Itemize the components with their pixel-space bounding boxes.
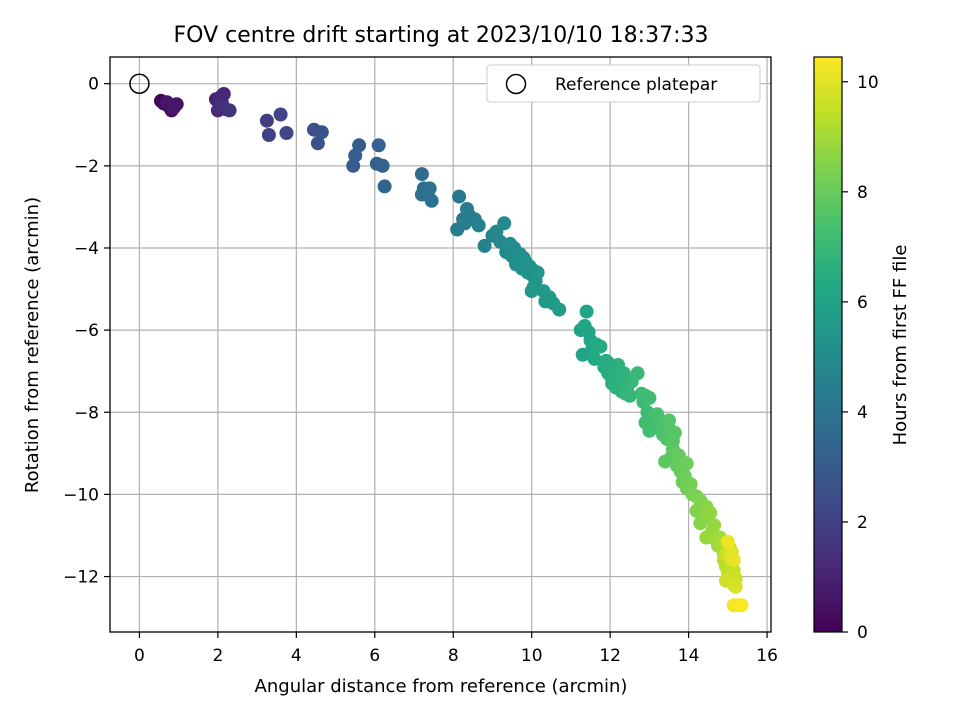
x-tick-label: 16 bbox=[756, 646, 778, 666]
x-tick-label: 6 bbox=[369, 646, 380, 666]
y-tick-label: −8 bbox=[74, 403, 99, 423]
data-point bbox=[414, 167, 429, 182]
colorbar bbox=[813, 56, 843, 633]
plot-frame bbox=[109, 56, 772, 633]
data-point bbox=[314, 125, 329, 140]
data-point bbox=[552, 302, 567, 317]
data-point bbox=[734, 598, 749, 613]
data-point bbox=[530, 265, 545, 280]
data-point bbox=[707, 518, 722, 533]
data-point bbox=[622, 388, 637, 403]
data-point bbox=[630, 366, 645, 381]
data-point bbox=[497, 216, 512, 231]
data-point bbox=[458, 216, 472, 231]
x-axis: 0 2 4 6 8 10 12 14 16 bbox=[134, 632, 778, 666]
data-point bbox=[166, 100, 181, 115]
data-point bbox=[642, 423, 657, 438]
colorbar-tick-label: 4 bbox=[857, 403, 868, 423]
data-point bbox=[261, 128, 276, 142]
y-tick-label: −10 bbox=[63, 485, 99, 505]
data-point bbox=[422, 181, 437, 196]
data-point bbox=[587, 351, 602, 366]
legend-reference-marker bbox=[505, 73, 527, 95]
y-tick-label: −6 bbox=[74, 321, 99, 341]
legend-box bbox=[486, 64, 761, 103]
data-point bbox=[273, 107, 288, 122]
legend: Reference platepar bbox=[486, 64, 761, 103]
data-point bbox=[607, 374, 622, 389]
data-point bbox=[679, 456, 694, 471]
x-tick-label: 10 bbox=[521, 646, 543, 666]
x-tick-label: 12 bbox=[599, 646, 621, 666]
colorbar-label: Hours from first FF file bbox=[890, 245, 911, 446]
x-tick-label: 2 bbox=[212, 646, 223, 666]
data-point bbox=[377, 179, 392, 194]
y-tick-label: −2 bbox=[74, 157, 99, 177]
data-point bbox=[593, 339, 608, 354]
y-tick-label: −12 bbox=[63, 568, 99, 588]
reference-marker-layer bbox=[129, 73, 150, 94]
x-axis-label: Angular distance from reference (arcmin) bbox=[255, 676, 628, 697]
data-point bbox=[424, 193, 439, 208]
x-tick-label: 0 bbox=[134, 646, 145, 666]
data-point bbox=[452, 189, 467, 204]
grid-lines bbox=[110, 57, 771, 632]
colorbar-tick-label: 2 bbox=[857, 513, 868, 533]
colorbar-ticks: 0 2 4 6 8 10 bbox=[842, 73, 879, 643]
data-point bbox=[375, 158, 390, 173]
data-point bbox=[540, 292, 555, 307]
data-point bbox=[216, 87, 231, 101]
data-point bbox=[471, 218, 486, 233]
data-point bbox=[726, 553, 741, 568]
data-point bbox=[720, 534, 735, 549]
x-tick-label: 4 bbox=[291, 646, 302, 666]
data-point bbox=[667, 425, 682, 440]
data-point bbox=[477, 238, 492, 253]
colorbar-tick-label: 10 bbox=[857, 73, 879, 93]
data-point bbox=[728, 579, 743, 594]
data-points bbox=[154, 87, 749, 613]
reference-marker bbox=[129, 73, 150, 94]
data-point bbox=[279, 126, 294, 140]
data-point bbox=[352, 138, 367, 153]
y-axis-label: Rotation from reference (arcmin) bbox=[22, 197, 43, 493]
colorbar-tick-label: 0 bbox=[857, 623, 868, 643]
x-tick-label: 14 bbox=[678, 646, 700, 666]
data-point bbox=[310, 136, 325, 151]
data-point bbox=[703, 505, 718, 520]
chart-title: FOV centre drift starting at 2023/10/10 … bbox=[174, 23, 709, 48]
data-point bbox=[371, 138, 386, 153]
data-point bbox=[579, 304, 594, 319]
y-tick-label: −4 bbox=[74, 239, 99, 259]
colorbar-tick-label: 6 bbox=[857, 293, 868, 313]
data-point bbox=[658, 454, 673, 469]
data-point bbox=[642, 390, 657, 405]
data-point bbox=[222, 103, 237, 118]
data-point bbox=[259, 113, 274, 128]
data-point bbox=[601, 356, 616, 370]
colorbar-tick-label: 8 bbox=[857, 183, 868, 203]
y-tick-label: 0 bbox=[88, 75, 99, 95]
legend-reference-label: Reference platepar bbox=[555, 75, 717, 95]
y-axis: 0 −2 −4 −6 −8 −10 −12 bbox=[63, 75, 110, 588]
x-tick-label: 8 bbox=[448, 646, 459, 666]
